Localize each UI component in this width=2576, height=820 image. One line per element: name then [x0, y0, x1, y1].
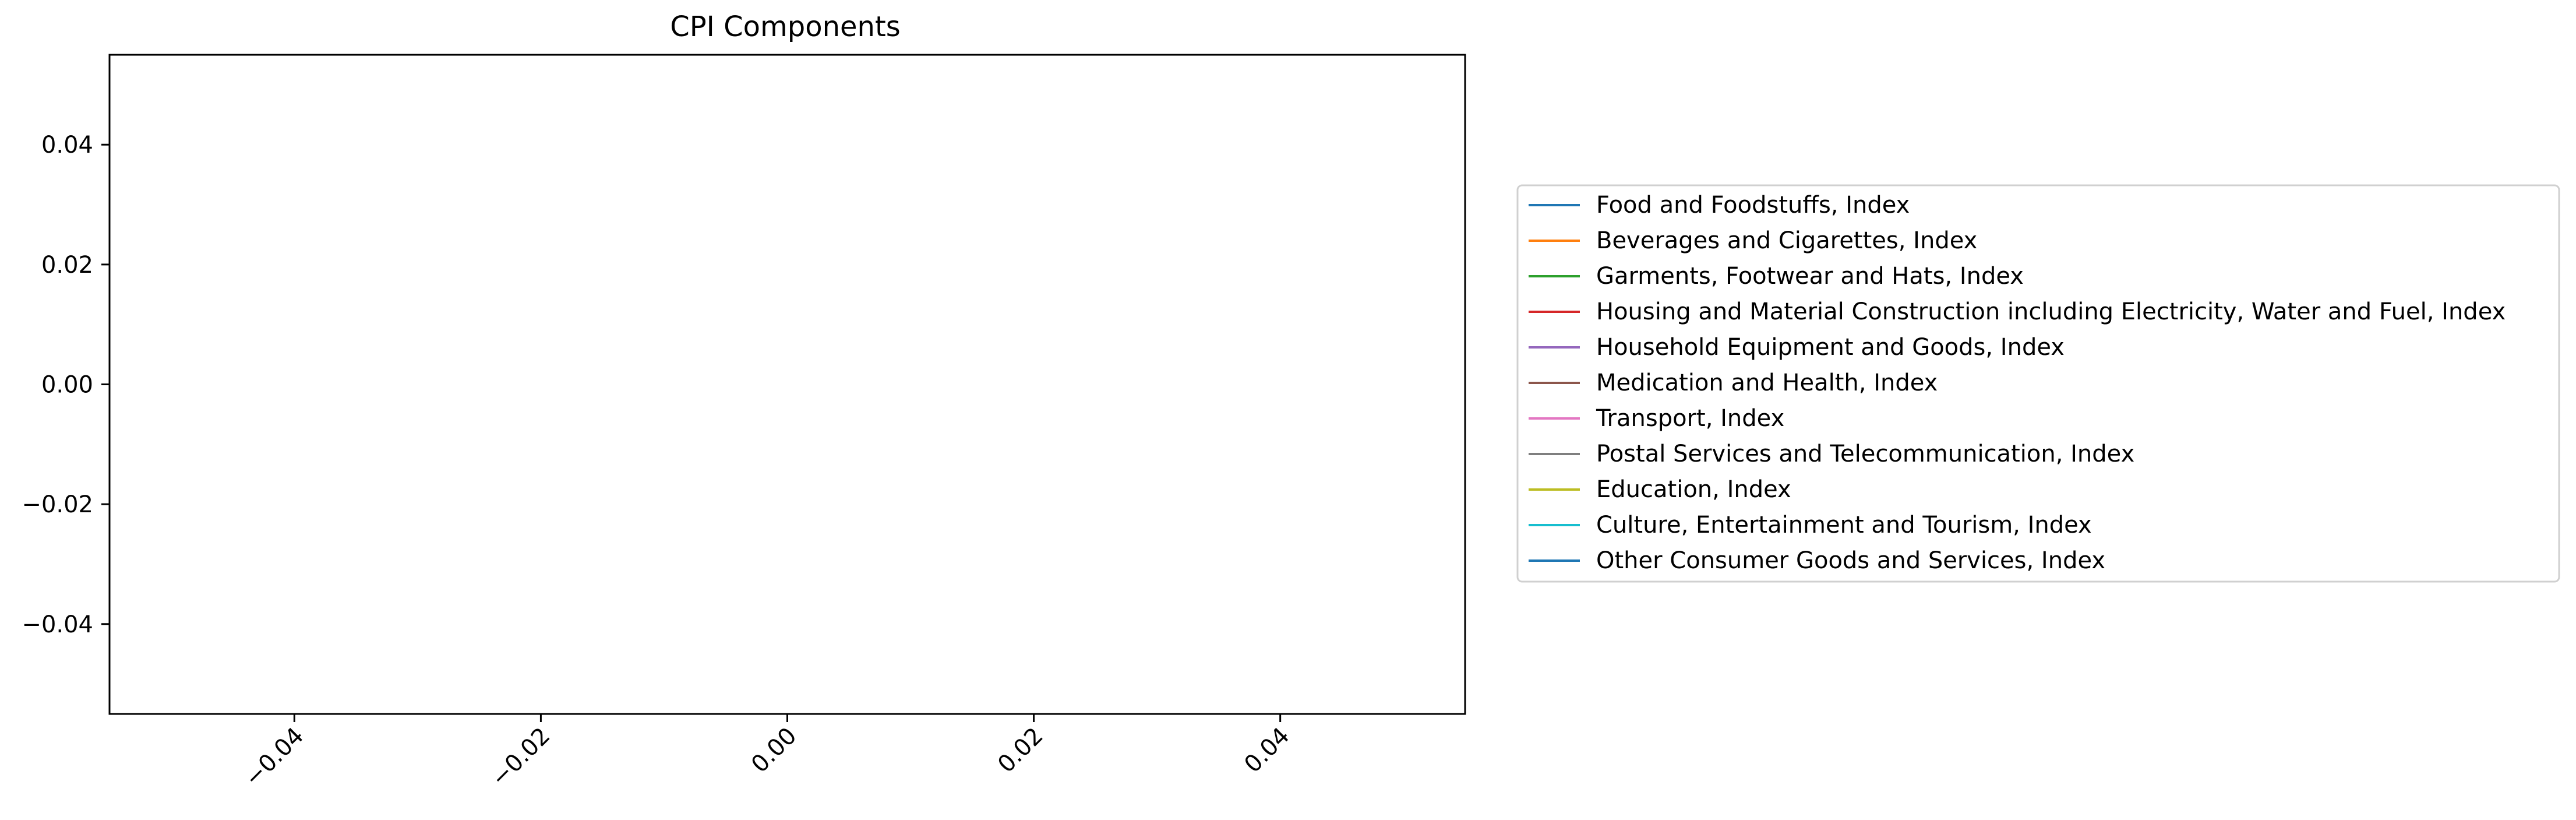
legend-label: Household Equipment and Goods, Index [1596, 334, 2065, 361]
legend-label: Postal Services and Telecommunication, I… [1596, 441, 2134, 467]
chart-title: CPI Components [670, 10, 901, 43]
legend-label: Culture, Entertainment and Tourism, Inde… [1596, 512, 2092, 539]
legend-label: Education, Index [1596, 476, 1791, 503]
y-tick-label: 0.02 [41, 252, 93, 279]
legend: Food and Foodstuffs, Index Beverages and … [1516, 184, 2560, 583]
legend-label: Beverages and Cigarettes, Index [1596, 227, 1977, 254]
y-axis-ticks: 0.04 0.02 0.00 −0.02 −0.04 [22, 132, 110, 638]
y-tick-label: 0.00 [41, 372, 93, 399]
legend-label: Housing and Material Construction includ… [1596, 298, 2506, 325]
legend-frame [1516, 184, 2560, 583]
y-tick-label: −0.02 [22, 491, 93, 518]
y-tick-label: −0.04 [22, 611, 93, 638]
legend-label: Garments, Footwear and Hats, Index [1596, 263, 2024, 290]
plot-area-frame [108, 54, 1466, 715]
y-tick-label: 0.04 [41, 132, 93, 159]
legend-label: Medication and Health, Index [1596, 369, 1938, 396]
legend-label: Transport, Index [1596, 405, 1784, 432]
legend-entries: Food and Foodstuffs, Index Beverages and … [1529, 192, 2506, 574]
legend-label: Other Consumer Goods and Services, Index [1596, 547, 2105, 574]
legend-label: Food and Foodstuffs, Index [1596, 192, 1910, 219]
